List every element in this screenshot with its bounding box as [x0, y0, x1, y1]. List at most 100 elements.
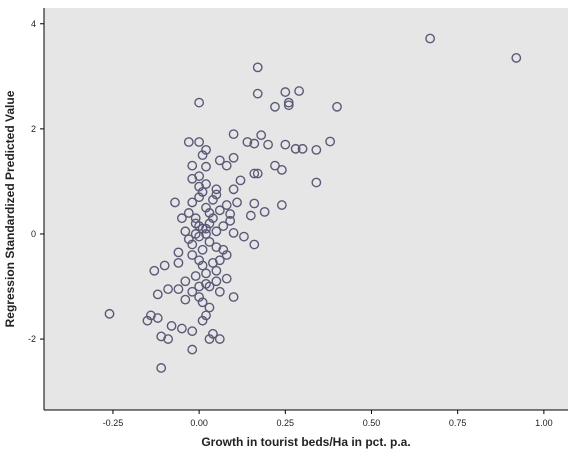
- data-point: [187, 239, 198, 250]
- data-point: [235, 175, 246, 186]
- data-point: [242, 137, 253, 147]
- data-point: [183, 208, 194, 218]
- data-point: [252, 168, 263, 179]
- data-point: [249, 239, 260, 250]
- data-point: [201, 268, 211, 279]
- data-point: [221, 273, 232, 284]
- data-point: [208, 213, 218, 224]
- data-point: [170, 197, 180, 208]
- data-point: [221, 200, 232, 210]
- data-point: [249, 198, 260, 209]
- data-point: [225, 209, 236, 219]
- data-point: [290, 143, 301, 154]
- data-points: [104, 33, 522, 373]
- data-point: [173, 247, 184, 258]
- data-point: [252, 88, 263, 99]
- x-axis-title: Growth in tourist beds/Ha in pct. p.a.: [201, 435, 410, 449]
- data-point: [511, 53, 522, 63]
- data-point: [163, 334, 174, 344]
- data-point: [201, 161, 211, 172]
- data-point: [197, 297, 208, 308]
- data-point: [187, 173, 198, 184]
- data-point: [156, 363, 167, 373]
- data-point: [173, 257, 184, 268]
- data-point: [190, 218, 201, 229]
- data-point: [152, 289, 163, 300]
- data-point: [201, 278, 211, 289]
- data-point: [187, 326, 198, 337]
- data-point: [149, 265, 160, 276]
- x-tick-label: 1.00: [535, 418, 553, 428]
- data-point: [225, 215, 236, 226]
- data-point: [214, 155, 225, 166]
- data-point: [249, 138, 260, 149]
- data-point: [176, 213, 187, 224]
- data-point: [180, 276, 191, 287]
- data-point: [249, 168, 260, 179]
- plot-area: [44, 8, 568, 410]
- data-point: [197, 187, 208, 197]
- data-point: [228, 152, 239, 163]
- data-point: [104, 308, 115, 319]
- data-point: [211, 189, 222, 200]
- y-tick-label: -2: [28, 334, 36, 344]
- data-point: [311, 144, 322, 155]
- data-point: [211, 226, 222, 237]
- data-point: [425, 33, 436, 44]
- data-point: [276, 164, 287, 175]
- x-tick-label: 0.25: [277, 418, 295, 428]
- axes: [43, 8, 568, 411]
- data-point: [221, 250, 232, 260]
- data-point: [270, 101, 280, 112]
- x-tick-label: 0.50: [363, 418, 381, 428]
- data-point: [228, 228, 239, 238]
- data-point: [270, 160, 280, 171]
- data-point: [194, 97, 205, 108]
- data-point: [166, 321, 177, 331]
- data-point: [197, 244, 208, 255]
- data-point: [187, 197, 198, 208]
- data-point: [152, 313, 163, 323]
- data-point: [142, 315, 153, 326]
- data-point: [201, 202, 211, 213]
- data-point: [204, 236, 215, 247]
- ticks: -0.25 0.00 0.25 0.50 0.75 1.00 -2 0 2 4: [28, 19, 553, 428]
- data-point: [211, 184, 222, 195]
- data-point: [294, 86, 305, 96]
- data-point: [214, 334, 225, 344]
- data-point: [259, 206, 270, 217]
- data-point: [204, 302, 215, 313]
- data-point: [245, 210, 256, 221]
- data-point: [214, 255, 225, 266]
- data-point: [297, 143, 308, 154]
- y-axis-title: Regression Standardized Predicted Value: [3, 90, 17, 327]
- data-point: [256, 130, 267, 141]
- x-tick-label: -0.25: [103, 418, 124, 428]
- data-point: [280, 87, 291, 97]
- data-point: [197, 315, 208, 326]
- data-point: [173, 284, 184, 295]
- data-point: [214, 286, 225, 297]
- data-point: [187, 250, 198, 260]
- data-point: [232, 197, 242, 208]
- data-point: [276, 200, 287, 210]
- data-point: [187, 286, 198, 297]
- data-point: [228, 129, 239, 140]
- y-tick-label: 0: [31, 229, 36, 239]
- data-point: [190, 229, 201, 239]
- data-point: [187, 344, 198, 355]
- data-point: [204, 334, 215, 344]
- data-point: [183, 137, 194, 147]
- data-point: [197, 150, 208, 161]
- y-tick-label: 2: [31, 124, 36, 134]
- data-point: [283, 97, 294, 108]
- data-point: [311, 177, 322, 188]
- data-point: [197, 223, 208, 234]
- data-point: [176, 323, 187, 334]
- data-point: [280, 139, 291, 150]
- data-point: [228, 292, 239, 302]
- data-point: [283, 100, 294, 111]
- x-tick-label: 0.75: [449, 418, 467, 428]
- data-point: [159, 260, 170, 271]
